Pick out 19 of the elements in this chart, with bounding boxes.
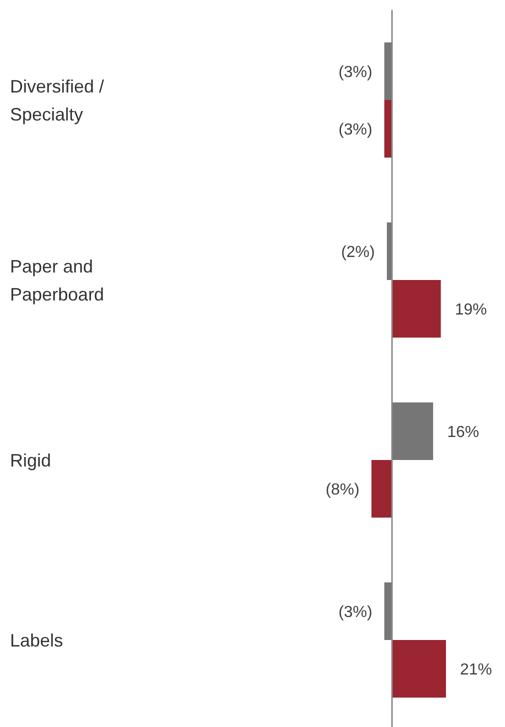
y-tick-label: Paper and Paperboard <box>10 256 104 304</box>
data-label: (8%) <box>326 481 360 498</box>
bar <box>392 640 446 698</box>
y-tick-label: Labels <box>10 630 64 650</box>
bar <box>384 582 392 640</box>
data-label: (3%) <box>338 121 372 138</box>
data-label: (3%) <box>338 64 372 81</box>
data-label: 19% <box>454 301 487 318</box>
bar <box>384 100 392 158</box>
bar <box>384 42 392 100</box>
y-tick-label: Rigid <box>10 450 52 470</box>
data-label: 16% <box>447 424 480 441</box>
data-label: 21% <box>460 661 492 678</box>
bar <box>392 280 441 338</box>
y-tick-label: Diversified / Specialty <box>10 76 104 124</box>
bar <box>392 402 434 460</box>
data-label: (2%) <box>341 244 375 261</box>
bar <box>371 460 392 518</box>
data-label: (3%) <box>338 604 372 621</box>
